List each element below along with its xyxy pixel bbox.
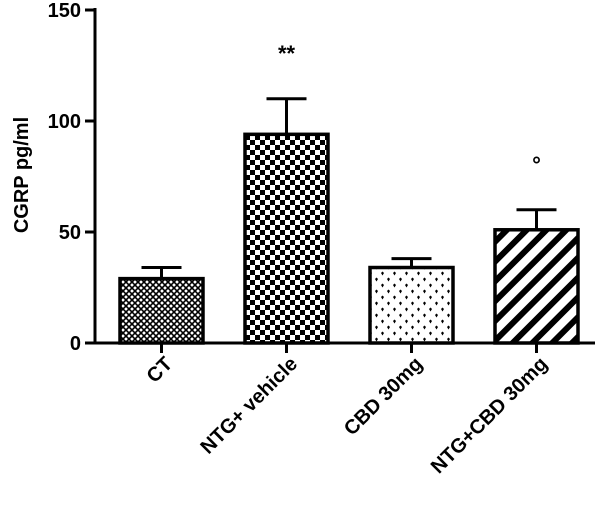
bar	[243, 132, 330, 345]
x-tick-labels: CT NTG+ vehicle CBD 30mg NTG+CBD 30mg	[143, 343, 552, 478]
x-tick-label: NTG+ vehicle	[196, 353, 302, 459]
bar	[118, 276, 205, 345]
y-axis-label: CGRP pg/ml	[11, 117, 33, 233]
y-tick-label: 150	[48, 0, 81, 22]
y-tick-label: 100	[48, 111, 81, 133]
significance-label: °	[532, 152, 541, 177]
x-tick-label: NTG+CBD 30mg	[427, 353, 552, 478]
x-tick-label: CT	[143, 353, 177, 387]
significance-label: **	[278, 41, 296, 66]
x-tick-label: CBD 30mg	[340, 353, 427, 440]
bar	[368, 265, 455, 345]
y-tick-label: 0	[70, 333, 81, 355]
y-tick-label: 50	[59, 222, 81, 244]
bar	[493, 228, 580, 345]
bars: ** °	[118, 41, 580, 345]
